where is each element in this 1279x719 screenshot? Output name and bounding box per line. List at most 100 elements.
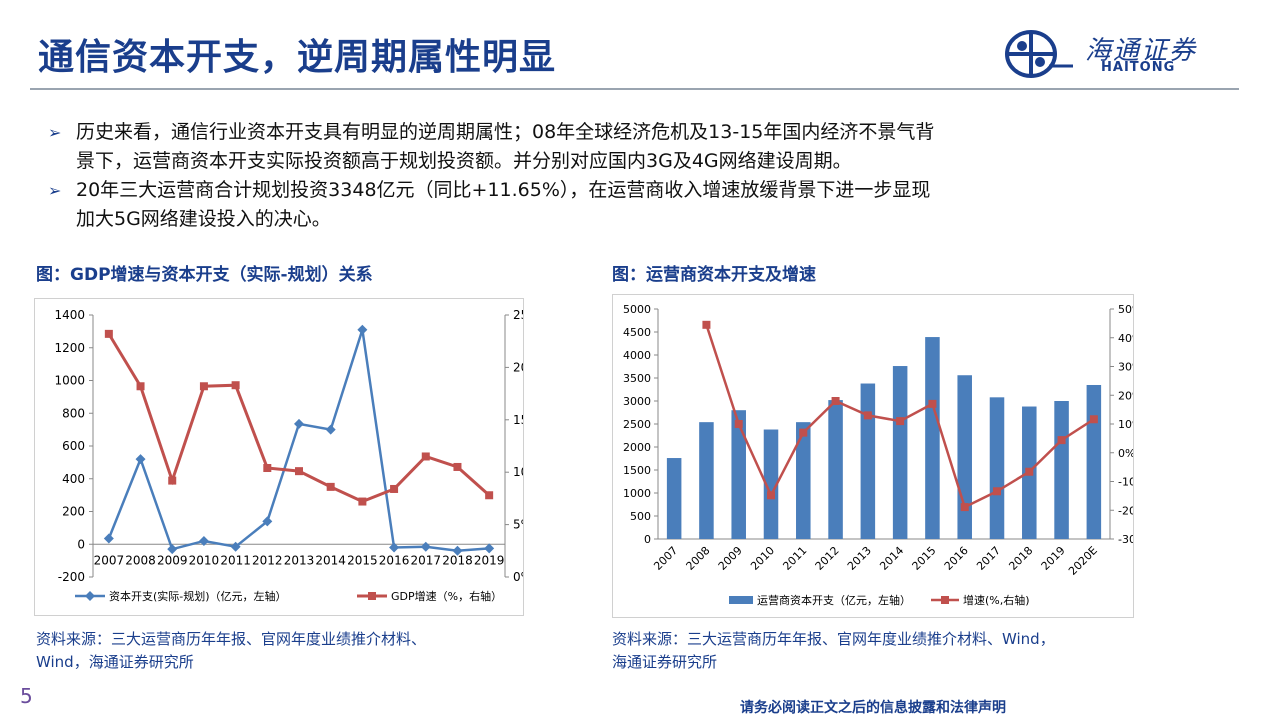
capex-diff-point	[103, 533, 114, 544]
left-y-tick-label: 1200	[54, 341, 85, 355]
capex-diff-point	[230, 541, 241, 552]
capex-bar	[892, 366, 908, 539]
right-y-tick-label: 30%	[1118, 361, 1133, 374]
right-y-tick-label: 50%	[1118, 303, 1133, 316]
growth-point	[1025, 467, 1034, 476]
left-figure-title: 图：GDP增速与资本开支（实际-规划）关系	[36, 265, 373, 285]
gdp-growth-point	[295, 467, 303, 476]
left-y-tick-label: 1000	[623, 487, 651, 500]
capex-bar	[1086, 384, 1102, 539]
left-y-tick-label: 5000	[623, 303, 651, 316]
x-tick-label: 2010	[189, 553, 220, 567]
left-y-tick-label: 200	[62, 505, 85, 519]
left-source-note: 资料来源：三大运营商历年年报、官网年度业绩推介材料、 Wind，海通证券研究所	[36, 628, 426, 674]
capex-bar	[925, 337, 940, 539]
left-y-tick-label: 3000	[623, 395, 651, 408]
x-tick-label: 2008	[684, 544, 713, 573]
x-tick-label: 2014	[315, 553, 346, 567]
bullet-line: 加大5G网络建设投入的决心。	[76, 208, 331, 230]
source-line: 资料来源：三大运营商历年年报、官网年度业绩推介材料、Wind，	[612, 630, 1055, 648]
left-y-tick-label: 2500	[623, 418, 651, 431]
x-tick-label: 2016	[379, 553, 410, 567]
x-tick-label: 2016	[942, 544, 971, 573]
gdp-growth-point	[168, 476, 177, 485]
x-tick-label: 2018	[442, 553, 473, 567]
left-y-tick-label: 0	[77, 537, 85, 551]
x-tick-label: 2009	[157, 553, 188, 567]
legend-label-gdp: GDP增速（%，右轴）	[391, 589, 502, 603]
capex-bar	[957, 375, 972, 539]
x-tick-label: 2009	[716, 544, 745, 573]
capex-diff-point	[198, 535, 209, 546]
right-y-tick-label: 15%	[513, 413, 523, 427]
x-tick-label: 2012	[252, 553, 283, 567]
capex-bar	[989, 397, 1005, 539]
capex-bar	[699, 422, 714, 539]
growth-point	[1089, 415, 1098, 424]
capex-bar	[796, 422, 811, 539]
arrow-bullet-icon: ➢	[48, 181, 62, 200]
right-y-tick-label: 0%	[513, 570, 523, 584]
left-y-tick-label: 4500	[623, 326, 651, 339]
haitong-logo: 海通证券 HAITONG	[1005, 28, 1240, 80]
right-y-tick-label: -10%	[1118, 476, 1133, 489]
legend-marker-gdp	[368, 592, 376, 600]
legend-label-capex: 运营商资本开支（亿元，左轴）	[757, 593, 911, 607]
gdp-growth-point	[136, 382, 145, 391]
right-y-tick-label: 5%	[513, 518, 523, 532]
x-tick-label: 2018	[1006, 544, 1035, 573]
left-y-tick-label: 1400	[54, 308, 85, 322]
left-y-tick-label: 400	[62, 472, 85, 486]
growth-point	[1057, 436, 1066, 445]
x-tick-label: 2011	[220, 553, 251, 567]
x-tick-label: 2017	[410, 553, 441, 567]
growth-point	[863, 411, 872, 420]
gdp-growth-point	[453, 462, 462, 471]
x-tick-label: 2014	[877, 544, 906, 573]
capex-diff-point	[325, 424, 336, 435]
left-y-tick-label: 2000	[623, 441, 651, 454]
x-tick-label: 2007	[651, 544, 680, 573]
capex-bar	[828, 400, 843, 539]
x-tick-label: 2007	[94, 553, 125, 567]
growth-point	[896, 417, 905, 426]
page-title: 通信资本开支，逆周期属性明显	[38, 36, 557, 78]
x-tick-label: 2019	[474, 553, 505, 567]
x-tick-label: 2008	[125, 553, 156, 567]
growth-point	[799, 428, 808, 437]
x-tick-label: 2015	[347, 553, 378, 567]
right-y-tick-label: 10%	[513, 465, 523, 479]
left-y-tick-label: 800	[62, 406, 85, 420]
bullet-item: ➢ 历史来看，通信行业资本开支具有明显的逆周期属性；08年全球经济危机及13-1…	[48, 118, 1168, 176]
page-number: 5	[20, 684, 33, 708]
right-y-tick-label: -20%	[1118, 504, 1133, 517]
source-line: 资料来源：三大运营商历年年报、官网年度业绩推介材料、	[36, 630, 427, 648]
logo-english-text: HAITONG	[1101, 60, 1176, 75]
arrow-bullet-icon: ➢	[48, 123, 62, 142]
capex-diff-series-line	[107, 329, 490, 553]
legend-marker-capex	[85, 591, 95, 601]
right-figure-title: 图：运营商资本开支及增速	[612, 265, 816, 285]
capex-diff-point	[262, 516, 273, 527]
gdp-growth-point	[199, 382, 208, 391]
x-tick-label: 2020E	[1066, 544, 1100, 578]
left-y-tick-label: 600	[62, 439, 85, 453]
right-chart-frame: 0 500 1000 1500 2000 2500 3000 3500 4000 4500 5000…	[612, 294, 1146, 618]
growth-point	[993, 487, 1001, 496]
right-y-tick-label: -30%	[1118, 533, 1133, 546]
left-y-tick-label: 1000	[54, 374, 85, 388]
logo-chinese-text: 海通证券	[1085, 36, 1198, 66]
haitong-emblem-icon	[1005, 30, 1073, 78]
legend-swatch-capex	[729, 596, 753, 604]
growth-point	[960, 503, 969, 512]
capex-diff-point	[484, 543, 495, 554]
capex-bar-line-chart: 0 500 1000 1500 2000 2500 3000 3500 4000 4500 5000…	[623, 303, 1146, 607]
gdp-growth-point	[485, 491, 494, 500]
x-tick-label: 2019	[1039, 544, 1068, 573]
gdp-growth-point	[326, 482, 335, 491]
legal-disclaimer: 请务必阅读正文之后的信息披露和法律声明	[740, 700, 1006, 716]
legend-label-growth: 增速(%,右轴)	[963, 593, 1030, 607]
right-y-tick-label: 10%	[1118, 418, 1133, 431]
capex-diff-point	[452, 545, 463, 556]
capex-diff-point	[135, 454, 146, 465]
